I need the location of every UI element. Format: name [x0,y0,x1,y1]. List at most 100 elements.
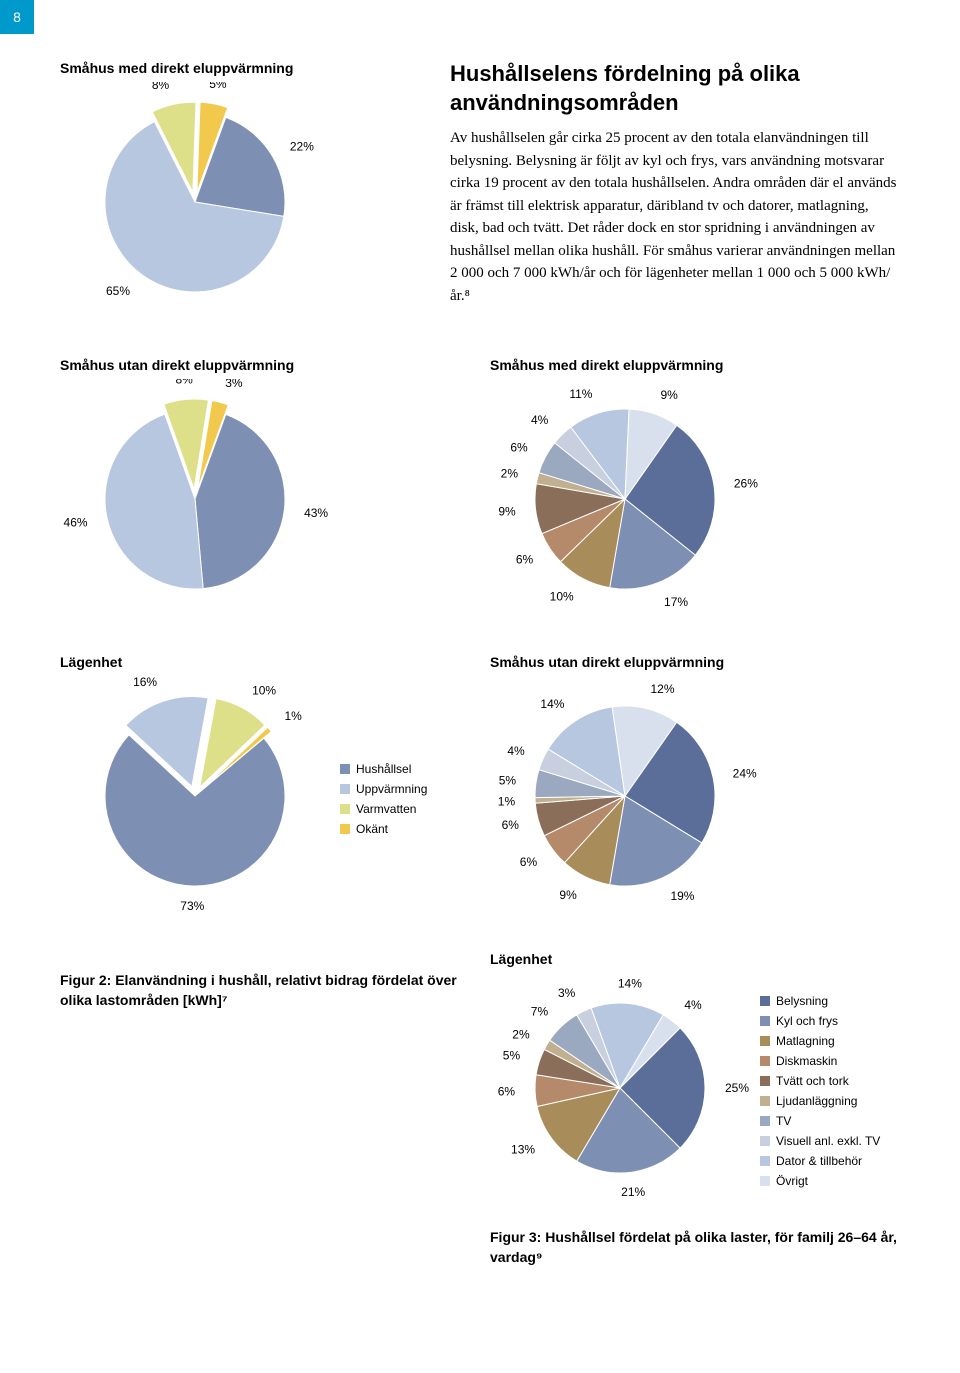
legend-swatch [340,764,350,774]
pie-slice-label: 1% [498,794,516,808]
legend-swatch [760,996,770,1006]
pie-slice-label: 6% [520,855,538,869]
pie-slice-label: 6% [510,441,528,455]
legend-swatch [760,1096,770,1106]
chart-title: Småhus med direkt eluppvärmning [490,357,900,373]
pie-slice-label: 11% [569,387,592,401]
legend-big: Belysning Kyl och frys Matlagning Diskmaski… [760,994,880,1188]
figure-2-caption: Figur 2: El­användning i hushåll, relati… [60,971,470,1010]
pie-slice-label: 6% [516,553,534,567]
legend-swatch [760,1016,770,1026]
legend-swatch [760,1076,770,1086]
legend-label: Varmvatten [356,802,416,816]
pie-slice-label: 2% [501,467,519,481]
legend-label: TV [776,1114,791,1128]
legend-item: Diskmaskin [760,1054,880,1068]
legend-item: Varmvatten [340,802,427,816]
pie-slice-label: 1% [284,709,302,723]
legend-item: Matlagning [760,1034,880,1048]
legend-small: Hushållsel Uppvärmning Varmvatten Okänt [340,762,427,836]
pie-slice-label: 13% [511,1143,535,1157]
pie-slice-label: 3% [558,986,576,1000]
legend-label: Tvätt och tork [776,1074,849,1088]
pie-slice-label: 5% [209,82,227,91]
pie-chart-small-3: 73% 16% 10% 1% [60,676,330,921]
legend-swatch [760,1116,770,1126]
pie-slice-label: 16% [133,676,157,689]
pie-slice-label: 4% [684,998,702,1012]
pie-slice-label: 5% [503,1049,521,1063]
chart-title: Småhus utan direkt eluppvärmning [60,357,470,373]
legend-swatch [340,824,350,834]
pie-slice-label: 6% [498,1084,516,1098]
pie-slice-label: 3% [225,379,243,390]
page-number-badge: 8 [0,0,34,34]
chart-title: Lägenhet [490,951,900,967]
legend-label: Ljudanläggning [776,1094,857,1108]
figure-3-caption: Figur 3: Hushållsel fördelat på olika la… [490,1228,900,1267]
legend-label: Dator & tillbehör [776,1154,862,1168]
body-text: Av hushållselen går cirka 25 procent av … [450,127,900,307]
pie-slice-label: 10% [252,683,276,697]
pie-slice-label: 14% [618,976,642,990]
legend-label: Uppvärmning [356,782,427,796]
pie-slice-label: 46% [64,516,88,530]
legend-item: TV [760,1114,880,1128]
legend-label: Okänt [356,822,388,836]
legend-item: Kyl och frys [760,1014,880,1028]
pie-slice-label: 22% [290,139,314,153]
pie-slice-label: 12% [650,682,674,696]
pie-chart-small-2: 43% 46% 8% 3% [60,379,470,624]
pie-slice-label: 5% [499,774,517,788]
legend-item: Okänt [340,822,427,836]
page-content: Småhus med direkt eluppvärmning 22% 65% 8%… [0,0,960,1337]
pie-slice-label: 9% [660,388,678,402]
pie-slice-label: 26% [734,476,758,490]
legend-label: Visuell anl. exkl. TV [776,1134,880,1148]
pie-slice-label: 24% [733,767,757,781]
pie-slice-label: 8% [152,82,170,92]
legend-swatch [340,784,350,794]
pie-slice-label: 14% [540,697,564,711]
pie-slice-label: 73% [180,899,204,913]
legend-item: Uppvärmning [340,782,427,796]
legend-swatch [340,804,350,814]
legend-label: Kyl och frys [776,1014,838,1028]
legend-item: Dator & tillbehör [760,1154,880,1168]
pie-slice-label: 4% [507,744,525,758]
pie-slice-label: 2% [512,1028,530,1042]
legend-swatch [760,1056,770,1066]
legend-item: Övrigt [760,1174,880,1188]
pie-slice-label: 6% [502,818,520,832]
pie-slice-label: 7% [531,1004,549,1018]
pie-slice-label: 10% [550,589,574,603]
legend-item: Belysning [760,994,880,1008]
chart-title: Småhus utan direkt eluppvärmning [490,654,900,670]
legend-label: Övrigt [776,1174,808,1188]
pie-slice-label: 65% [106,284,130,298]
pie-slice-label: 4% [531,413,549,427]
pie-slice-label: 19% [670,889,694,903]
pie-slice-label: 25% [725,1081,749,1095]
pie-slice-label: 43% [304,506,328,520]
pie-chart-big-1: 26%17%10%6%9%2%6%4%11%9% [490,379,900,624]
pie-chart-small-1: 22% 65% 8% 5% [60,82,420,327]
legend-item: Tvätt och tork [760,1074,880,1088]
pie-slice-label: 9% [498,504,516,518]
legend-swatch [760,1036,770,1046]
legend-label: Belysning [776,994,828,1008]
legend-item: Hushållsel [340,762,427,776]
pie-slice-label: 8% [175,379,193,386]
chart-title: Småhus med direkt eluppvärmning [60,60,420,76]
legend-label: Diskmaskin [776,1054,837,1068]
pie-chart-big-3: 25% 21% 13% 6% 5% 2%7% 3% 14% 4% [490,973,750,1208]
pie-slice-label: 17% [664,595,688,609]
legend-swatch [760,1156,770,1166]
legend-item: Visuell anl. exkl. TV [760,1134,880,1148]
pie-slice-label: 9% [559,888,577,902]
pie-slice-label: 21% [621,1185,645,1199]
legend-item: Ljudanläggning [760,1094,880,1108]
pie-chart-big-2: 24% 19% 9% 6% 6% 1% 5% 4% 14% 12% [490,676,900,921]
legend-label: Hushållsel [356,762,411,776]
chart-title: Lägenhet [60,654,470,670]
